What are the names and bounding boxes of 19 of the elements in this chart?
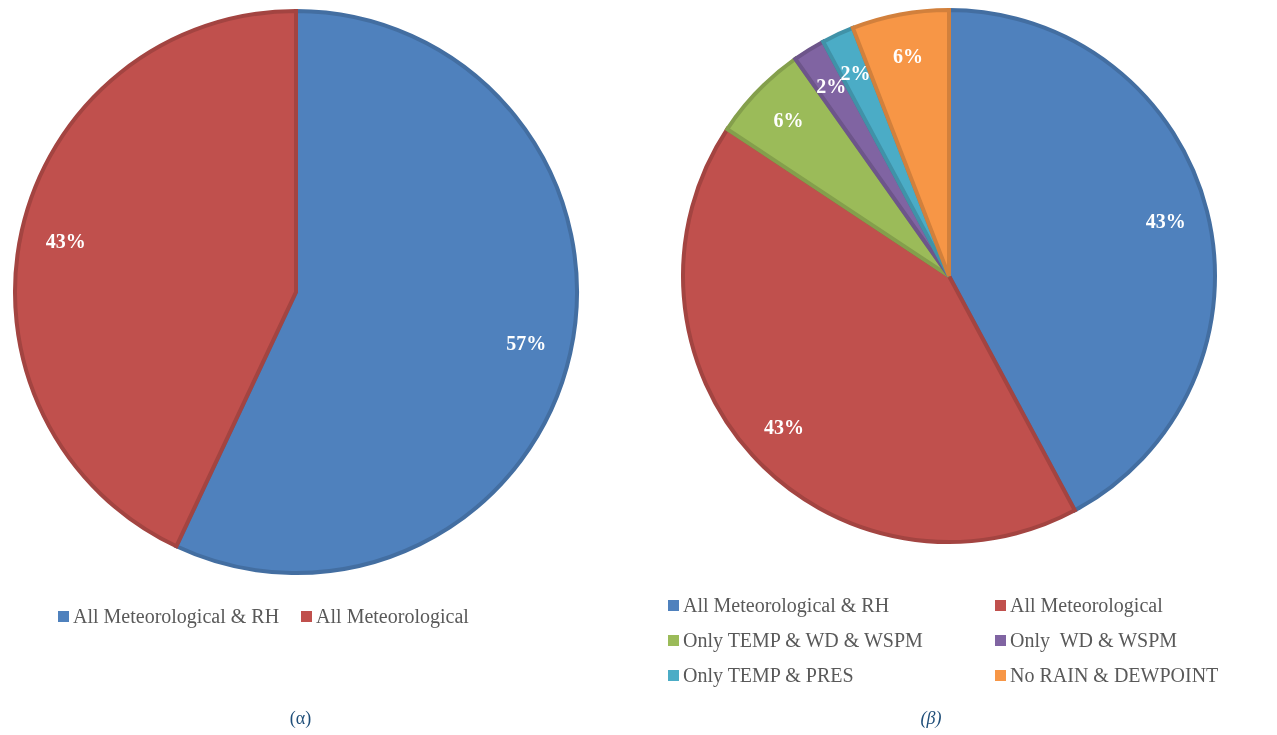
legend-label: Only TEMP & WD & WSPM bbox=[683, 629, 923, 652]
data-label: 43% bbox=[763, 415, 804, 438]
pie-slice bbox=[13, 9, 298, 549]
legend-label: No RAIN & DEWPOINT bbox=[1010, 664, 1219, 687]
legend-label: All Meteorological & RH bbox=[73, 605, 280, 628]
legend-label: Only TEMP & PRES bbox=[683, 664, 854, 687]
pie-slice bbox=[174, 9, 579, 575]
data-label: 43% bbox=[1145, 210, 1186, 233]
legend-label: All Meteorological & RH bbox=[683, 594, 890, 617]
text: (α) bbox=[288, 708, 313, 729]
legend-label: All Meteorological bbox=[316, 605, 469, 628]
pie-slice bbox=[681, 127, 1077, 544]
data-label: 6% bbox=[892, 45, 923, 68]
data-label: 6% bbox=[773, 109, 804, 132]
legend-label: All Meteorological bbox=[1010, 594, 1163, 617]
data-label: 43% bbox=[45, 229, 86, 252]
legend-label: Only WD & WSPM bbox=[1010, 629, 1178, 652]
text: (β) bbox=[919, 708, 943, 729]
data-label: 57% bbox=[506, 332, 547, 355]
